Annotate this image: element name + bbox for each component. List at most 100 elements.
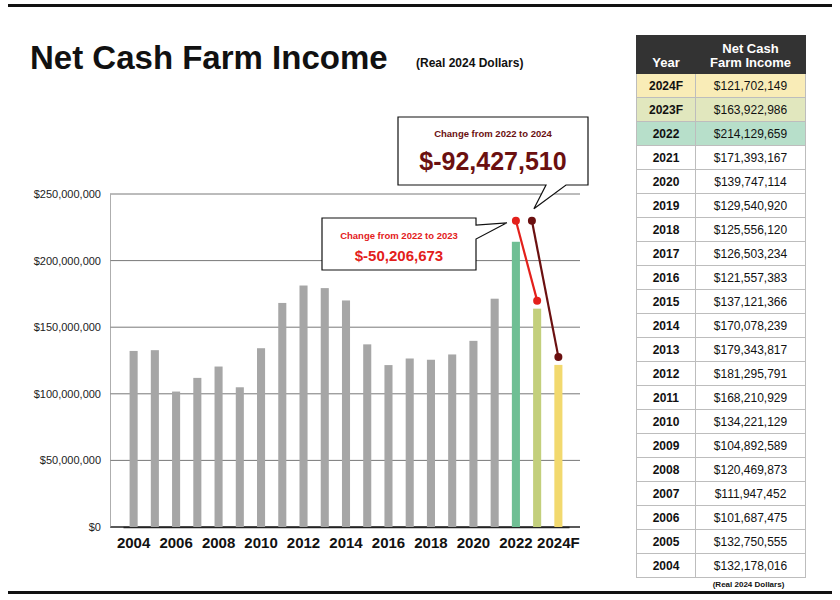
- bar: [278, 303, 286, 527]
- bar: [363, 344, 371, 527]
- y-tick-label: $0: [89, 521, 101, 533]
- bar: [193, 378, 201, 527]
- table-row: 2008$120,469,873: [637, 458, 806, 482]
- year-cell: 2019: [637, 194, 696, 218]
- x-tick: 2012: [287, 527, 320, 551]
- value-cell: $111,947,452: [696, 482, 806, 506]
- year-cell: 2012: [637, 362, 696, 386]
- x-tick-label: 2012: [287, 534, 320, 551]
- x-tick: 2022: [499, 527, 532, 551]
- bar: [512, 242, 520, 527]
- table-row: 2023F$163,922,986: [637, 98, 806, 122]
- year-cell: 2023F: [637, 98, 696, 122]
- y-tick: $100,000,000: [34, 388, 110, 400]
- change-start-dot: [512, 217, 520, 225]
- value-cell: $104,892,589: [696, 434, 806, 458]
- x-tick-label: 2008: [202, 534, 235, 551]
- bar: [172, 392, 180, 527]
- year-cell: 2013: [637, 338, 696, 362]
- value-cell: $214,129,659: [696, 122, 806, 146]
- y-tick-label: $200,000,000: [34, 255, 101, 267]
- bar: [384, 365, 392, 527]
- y-tick: $0: [89, 521, 110, 533]
- bottom-rule: [8, 591, 832, 594]
- year-cell: 2009: [637, 434, 696, 458]
- x-tick: 2008: [202, 527, 235, 551]
- y-tick-label: $50,000,000: [40, 454, 101, 466]
- x-tick-label: 2018: [414, 534, 447, 551]
- year-cell: 2011: [637, 386, 696, 410]
- x-tick-label: 2020: [457, 534, 490, 551]
- y-tick-label: $250,000,000: [34, 188, 101, 200]
- y-axis-line: [110, 195, 111, 528]
- value-cell: $126,503,234: [696, 242, 806, 266]
- table-note: (Real 2024 Dollars): [694, 580, 803, 589]
- table-row: 2016$121,557,383: [637, 266, 806, 290]
- table-row: 2022$214,129,659: [637, 122, 806, 146]
- value-cell: $125,556,120: [696, 218, 806, 242]
- table-row: 2014$170,078,239: [637, 314, 806, 338]
- header-cell: Year: [637, 36, 696, 74]
- year-cell: 2005: [637, 530, 696, 554]
- table-row: 2013$179,343,817: [637, 338, 806, 362]
- year-cell: 2022: [637, 122, 696, 146]
- x-tick-label: 2004: [117, 534, 151, 551]
- y-axis: $0 $50,000,000 $100,000,000 $150,000,000 $20…: [34, 188, 111, 533]
- table-row: 2015$137,121,366: [637, 290, 806, 314]
- table-row: 2010$134,221,129: [637, 410, 806, 434]
- value-cell: $121,702,149: [696, 74, 806, 98]
- year-cell: 2008: [637, 458, 696, 482]
- year-cell: 2006: [637, 506, 696, 530]
- value-cell: $120,469,873: [696, 458, 806, 482]
- value-cell: $101,687,475: [696, 506, 806, 530]
- value-cell: $137,121,366: [696, 290, 806, 314]
- x-tick: 2010: [244, 527, 277, 551]
- bar: [554, 365, 562, 527]
- bar: [151, 350, 159, 527]
- top-rule: [8, 4, 832, 7]
- table-row: 2009$104,892,589: [637, 434, 806, 458]
- table-row: 2007$111,947,452: [637, 482, 806, 506]
- annotation-box: [398, 117, 588, 209]
- table-row: 2017$126,503,234: [637, 242, 806, 266]
- table-head: Year Net Cash Farm Income: [637, 36, 806, 74]
- value-cell: $179,343,817: [696, 338, 806, 362]
- value-cell: $129,540,920: [696, 194, 806, 218]
- value-cell: $139,747,114: [696, 170, 806, 194]
- year-cell: 2021: [637, 146, 696, 170]
- annotation-box: [322, 218, 507, 270]
- x-tick: 2014: [329, 527, 363, 551]
- table-body: 2024F$121,702,1492023F$163,922,9862022$2…: [637, 74, 806, 578]
- bar: [491, 299, 499, 527]
- bar: [533, 309, 541, 527]
- x-tick: 2018: [414, 527, 447, 551]
- x-tick-label: 2016: [372, 534, 405, 551]
- value-cell: $121,557,383: [696, 266, 806, 290]
- x-tick: 2006: [159, 527, 192, 551]
- x-tick: 2004: [117, 527, 151, 551]
- header-text: Net Cash Farm Income: [709, 42, 793, 70]
- value-cell: $170,078,239: [696, 314, 806, 338]
- bar: [299, 286, 307, 527]
- subtitle: (Real 2024 Dollars): [416, 56, 523, 70]
- annotation-value: $-50,206,673: [355, 247, 443, 264]
- year-cell: 2010: [637, 410, 696, 434]
- table-row: 2024F$121,702,149: [637, 74, 806, 98]
- change-start-dot: [528, 217, 536, 225]
- bar: [236, 387, 244, 527]
- bar: [130, 351, 138, 527]
- x-axis-line: [124, 527, 570, 528]
- value-cell: $181,295,791: [696, 362, 806, 386]
- grid-line: [110, 194, 580, 195]
- y-tick-label: $150,000,000: [34, 321, 101, 333]
- value-cell: $132,750,555: [696, 530, 806, 554]
- table-row: 2012$181,295,791: [637, 362, 806, 386]
- table-row: 2011$168,210,929: [637, 386, 806, 410]
- x-tick-label: 2006: [159, 534, 192, 551]
- x-tick: 2020: [457, 527, 490, 551]
- bar: [257, 348, 265, 527]
- value-cell: $163,922,986: [696, 98, 806, 122]
- y-tick-label: $100,000,000: [34, 388, 101, 400]
- value-cell: $132,178,016: [696, 554, 806, 578]
- table-row: 2019$129,540,920: [637, 194, 806, 218]
